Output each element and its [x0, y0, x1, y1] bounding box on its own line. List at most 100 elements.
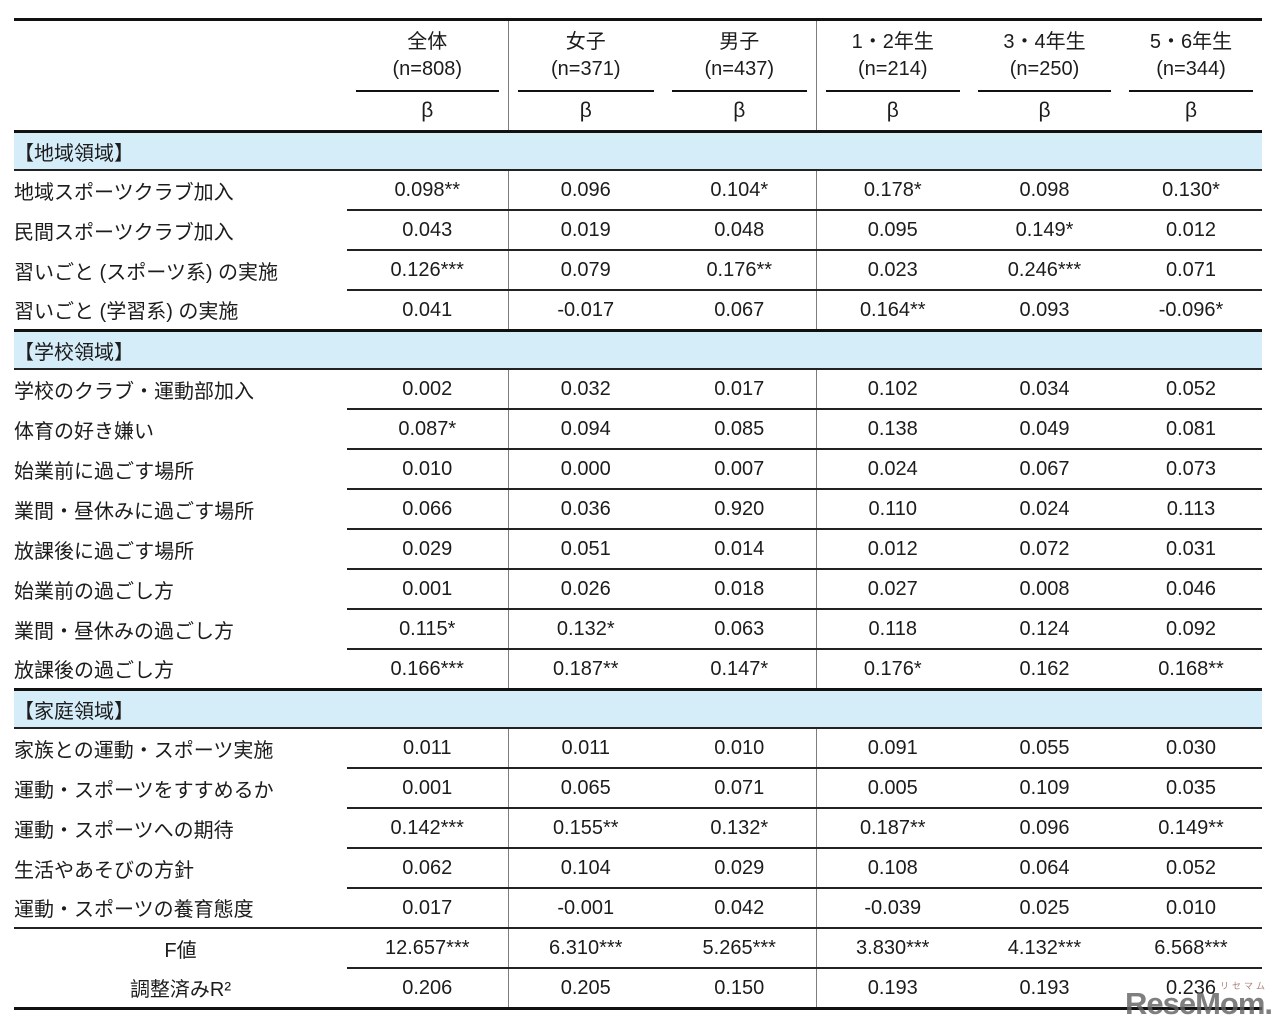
beta-value: 0.113 [1120, 489, 1262, 530]
beta-value: 0.005 [816, 768, 969, 809]
row-label: 運動・スポーツをすすめるか [14, 779, 274, 802]
column-header: 1・2年生 (n=214) [816, 20, 969, 92]
beta-value: 0.176** [663, 250, 817, 291]
table-row: 学校のクラブ・運動部加入 0.002 0.032 0.017 0.102 0.034 0.0… [14, 369, 1262, 410]
beta-value: -0.017 [508, 290, 663, 332]
table-row: 家族との運動・スポーツ実施 0.011 0.011 0.010 0.091 0.055 0.… [14, 728, 1262, 769]
beta-value: 0.023 [816, 250, 969, 291]
beta-symbol: β [347, 92, 509, 133]
beta-value: -0.039 [816, 888, 969, 929]
beta-value: 0.138 [816, 409, 969, 450]
beta-value: 0.102 [816, 369, 969, 410]
beta-value: 0.081 [1120, 409, 1262, 450]
beta-value: 0.019 [508, 210, 663, 251]
beta-value: 0.048 [663, 210, 817, 251]
beta-value: 0.024 [969, 489, 1120, 530]
beta-value: 0.017 [663, 369, 817, 410]
row-label: 習いごと (スポーツ系) の実施 [14, 261, 279, 284]
row-label: 始業前の過ごし方 [14, 580, 174, 603]
beta-value: 0.098 [969, 170, 1120, 211]
column-sample-size: (n=344) [1156, 58, 1226, 80]
beta-value: 0.126*** [347, 250, 509, 291]
beta-value: 0.187** [508, 649, 663, 691]
column-header-box: 男子 (n=437) [672, 27, 807, 92]
beta-value: 0.920 [663, 489, 817, 530]
beta-value: 0.067 [969, 449, 1120, 490]
beta-value: 0.178* [816, 170, 969, 211]
column-header: 3・4年生 (n=250) [969, 20, 1120, 92]
row-label: 生活やあそびの方針 [14, 859, 194, 882]
beta-value: 0.025 [969, 888, 1120, 929]
beta-value: 0.168** [1120, 649, 1262, 691]
column-header-box: 全体 (n=808) [356, 27, 499, 92]
beta-value: 0.049 [969, 409, 1120, 450]
beta-value: 0.118 [816, 609, 969, 650]
beta-value: 0.162 [969, 649, 1120, 691]
beta-value: 0.149* [969, 210, 1120, 251]
beta-value: 0.052 [1120, 369, 1262, 410]
column-group-label: 3・4年生 [1003, 31, 1086, 53]
beta-value: 0.007 [663, 449, 817, 490]
beta-value: 0.018 [663, 569, 817, 610]
beta-symbol: β [663, 92, 817, 133]
beta-value: 0.010 [1120, 888, 1262, 929]
beta-value: 0.176* [816, 649, 969, 691]
beta-symbol: β [1120, 92, 1262, 133]
beta-value: 0.094 [508, 409, 663, 450]
beta-value: 0.093 [969, 290, 1120, 332]
beta-value: 0.071 [663, 768, 817, 809]
beta-value: 0.001 [347, 768, 509, 809]
beta-value: 0.104* [663, 170, 817, 211]
table-body: 【地域領域】 地域スポーツクラブ加入 0.098** 0.096 0.104* 0.178… [14, 130, 1262, 1010]
regression-table: 全体 (n=808) 女子 (n=371) 男子 (n=437) 1・2年生 (n=214) 3… [14, 18, 1262, 1010]
row-label: 放課後の過ごし方 [14, 660, 174, 682]
summary-row-label: F値 [14, 927, 347, 968]
beta-value: 0.087* [347, 409, 509, 450]
beta-value: 0.010 [347, 449, 509, 490]
header-corner-cell [14, 19, 347, 133]
column-group-label: 女子 [565, 31, 606, 53]
beta-value: 0.073 [1120, 449, 1262, 490]
beta-value: 0.132* [508, 609, 663, 650]
section-header: 【学校領域】 [14, 329, 1262, 370]
section-row: 【家庭領域】 [14, 688, 1262, 729]
beta-symbol: β [969, 92, 1120, 133]
beta-value: 0.092 [1120, 609, 1262, 650]
row-label: 体育の好き嫌い [14, 420, 154, 443]
beta-value: -0.001 [508, 888, 663, 929]
table-row: 民間スポーツクラブ加入 0.043 0.019 0.048 0.095 0.149* 0.0… [14, 210, 1262, 251]
beta-value: 0.187** [816, 808, 969, 849]
summary-row-label: 調整済みR² [14, 968, 347, 1010]
column-header: 全体 (n=808) [347, 19, 509, 92]
beta-value: 0.147* [663, 649, 817, 691]
beta-value: 0.065 [508, 768, 663, 809]
table-row: 運動・スポーツの養育態度 0.017 -0.001 0.042 -0.039 0.025 0… [14, 888, 1262, 929]
beta-value: 0.017 [347, 888, 509, 929]
beta-value: 0.155** [508, 808, 663, 849]
beta-value: 0.109 [969, 768, 1120, 809]
beta-value: 0.035 [1120, 768, 1262, 809]
beta-value: 0.246*** [969, 250, 1120, 291]
section-header: 【地域領域】 [14, 130, 1262, 171]
row-label: 始業前に過ごす場所 [14, 460, 195, 483]
beta-value: 0.064 [969, 848, 1120, 889]
table-row: 体育の好き嫌い 0.087* 0.094 0.085 0.138 0.049 0.081 [14, 409, 1262, 450]
beta-value: 0.098** [347, 170, 509, 211]
beta-value: 0.014 [663, 529, 817, 570]
beta-value: 0.142*** [347, 808, 509, 849]
beta-value: 0.002 [347, 369, 509, 410]
beta-value: 0.043 [347, 210, 509, 251]
column-sample-size: (n=250) [1009, 58, 1080, 80]
table-row: 生活やあそびの方針 0.062 0.104 0.029 0.108 0.064 0.052 [14, 848, 1262, 889]
row-label: 学校のクラブ・運動部加入 [14, 381, 254, 403]
beta-value: 0.012 [816, 529, 969, 570]
beta-value: 0.085 [663, 409, 817, 450]
beta-value: 0.104 [508, 848, 663, 889]
beta-value: 0.030 [1120, 728, 1262, 769]
summary-value: 0.150 [663, 968, 817, 1010]
beta-value: 0.072 [969, 529, 1120, 570]
beta-value: 0.149** [1120, 808, 1262, 849]
beta-value: 0.132* [663, 808, 817, 849]
beta-symbol: β [816, 92, 969, 133]
column-sample-size: (n=808) [392, 58, 463, 80]
